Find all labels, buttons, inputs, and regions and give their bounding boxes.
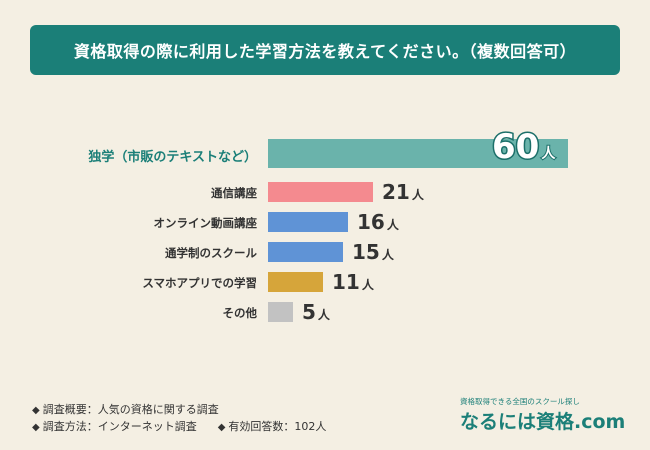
chart-row: その他 5 人 (0, 300, 650, 324)
bar (268, 302, 293, 322)
category-label: 通学制のスクール (165, 246, 257, 260)
category-label: スマホアプリでの学習 (142, 276, 257, 290)
bar (268, 212, 348, 232)
brand-name: なるには資格.com (460, 411, 626, 433)
value-label: 11 人 (332, 270, 374, 294)
value-label: 15 人 (352, 240, 394, 264)
survey-method-note: ◆ 調査方法：インターネット調査 ◆ 有効回答数：102人 (32, 420, 327, 433)
chart-row: スマホアプリでの学習 11 人 (0, 270, 650, 294)
bar (268, 139, 568, 168)
chart-row: 通信講座 21 人 (0, 180, 650, 204)
value-label: 21 人 (382, 180, 424, 204)
value-label: 5 人 (302, 300, 330, 324)
chart-row: オンライン動画講座 16 人 (0, 210, 650, 234)
value-label: 16 人 (357, 210, 399, 234)
diamond-icon: ◆ (32, 422, 40, 433)
chart-row: 独学（市販のテキストなど） 60 人 (0, 126, 650, 169)
category-label: その他 (222, 306, 258, 320)
value-label: 60 人 (490, 126, 556, 169)
survey-summary-note: ◆ 調査概要：人気の資格に関する調査 (32, 403, 219, 416)
category-label: 独学（市販のテキストなど） (88, 150, 257, 165)
bar (268, 182, 373, 202)
diamond-icon: ◆ (217, 422, 226, 433)
bar (268, 242, 343, 262)
brand-tagline: 資格取得できる全国のスクール探し (460, 397, 580, 406)
diamond-icon: ◆ (32, 405, 40, 416)
chart-row: 通学制のスクール 15 人 (0, 240, 650, 264)
title-banner: 資格取得の際に利用した学習方法を教えてください。（複数回答可） (30, 25, 620, 75)
category-label: 通信講座 (211, 186, 257, 200)
bar (268, 272, 323, 292)
category-label: オンライン動画講座 (153, 216, 258, 230)
respondent-count: 有効回答数：102人 (228, 420, 327, 433)
brand-logo: 資格取得できる全国のスクール探し なるには資格.com (460, 396, 630, 434)
chart-title: 資格取得の際に利用した学習方法を教えてください。（複数回答可） (73, 42, 577, 61)
